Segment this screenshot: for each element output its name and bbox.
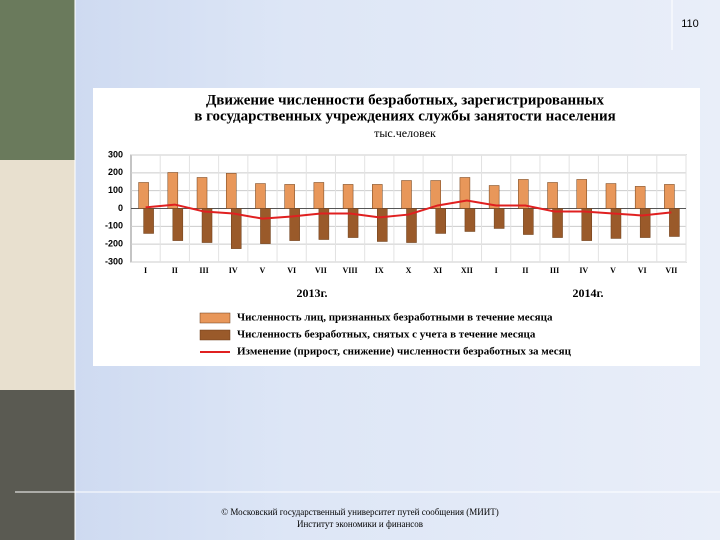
bar xyxy=(372,184,383,209)
bar xyxy=(669,208,680,237)
bar xyxy=(347,208,359,238)
x-tick-label: XI xyxy=(433,266,442,275)
bar xyxy=(138,182,149,209)
bar xyxy=(284,184,295,209)
page-number: 110 xyxy=(681,18,699,30)
photo-building xyxy=(0,160,75,390)
photo-trees xyxy=(0,0,75,160)
x-tick-label: I xyxy=(495,266,498,275)
bar xyxy=(435,208,446,234)
x-tick-label: IV xyxy=(229,266,238,275)
footer: Институт экономики и финансов xyxy=(297,519,423,529)
x-tick-label: I xyxy=(144,266,147,275)
x-tick-label: II xyxy=(172,266,178,275)
x-tick-label: XII xyxy=(461,266,473,275)
bar xyxy=(260,208,271,244)
bar xyxy=(143,208,154,234)
bar xyxy=(552,208,563,238)
bar xyxy=(172,208,184,241)
x-tick-label: IX xyxy=(375,266,384,275)
bar xyxy=(313,182,325,209)
bar xyxy=(459,177,471,209)
y-tick-label: -200 xyxy=(105,239,123,249)
x-tick-label: V xyxy=(610,266,616,275)
x-tick-label: III xyxy=(199,266,208,275)
chart-subtitle: тыс.человек xyxy=(374,126,436,140)
bar xyxy=(401,180,412,209)
legend-label: Численность лиц, признанных безработными… xyxy=(237,312,553,324)
photo-street xyxy=(0,390,75,540)
y-tick-label: -300 xyxy=(105,256,123,266)
bar xyxy=(289,208,300,241)
legend-swatch xyxy=(199,329,231,341)
bar xyxy=(518,179,529,209)
bar xyxy=(230,208,242,249)
chart-title: в государственных учреждениях службы зан… xyxy=(194,108,616,124)
y-tick-label: -100 xyxy=(105,221,123,231)
legend-swatch xyxy=(199,312,231,324)
period-label: 2014г. xyxy=(572,286,603,300)
x-tick-label: X xyxy=(406,266,412,275)
y-tick-label: 100 xyxy=(108,185,123,195)
bar xyxy=(255,183,266,209)
y-tick-label: 0 xyxy=(118,203,123,213)
x-tick-label: II xyxy=(522,266,528,275)
bar xyxy=(493,208,505,229)
bar xyxy=(464,208,476,232)
x-tick-label: III xyxy=(550,266,559,275)
period-label: 2013г. xyxy=(296,286,327,300)
bar xyxy=(196,177,208,209)
bar xyxy=(201,208,213,243)
chart-title: Движение численности безработных, зареги… xyxy=(206,92,605,108)
bar xyxy=(605,183,617,209)
x-tick-label: VII xyxy=(665,266,677,275)
x-tick-label: VII xyxy=(315,266,327,275)
x-tick-label: V xyxy=(260,266,266,275)
bar xyxy=(634,186,646,209)
bar xyxy=(342,184,354,209)
line xyxy=(145,199,672,220)
x-tick-label: VIII xyxy=(343,266,358,275)
bar xyxy=(581,208,593,241)
bar xyxy=(547,182,558,209)
bar xyxy=(225,173,237,209)
bar xyxy=(639,208,651,238)
bar xyxy=(664,184,675,209)
bar xyxy=(523,208,534,235)
x-tick-label: VI xyxy=(287,266,296,275)
bar xyxy=(576,179,588,209)
legend-label: Численность безработных, снятых с учета … xyxy=(237,329,536,341)
bar xyxy=(377,208,388,242)
bar xyxy=(167,172,179,209)
y-tick-label: 300 xyxy=(108,149,123,159)
bar xyxy=(406,208,417,243)
y-tick-label: 200 xyxy=(108,167,123,177)
legend-label: Изменение (прирост, снижение) численност… xyxy=(237,346,572,358)
bar xyxy=(318,208,330,240)
x-tick-label: IV xyxy=(579,266,588,275)
footer: © Московский государственный университет… xyxy=(221,507,498,517)
bar xyxy=(610,208,622,239)
x-tick-label: VI xyxy=(638,266,647,275)
